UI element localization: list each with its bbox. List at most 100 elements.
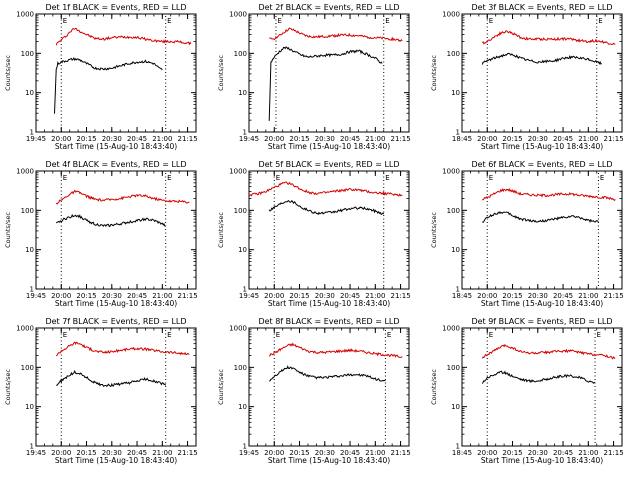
- y-tick-label: 1: [456, 443, 460, 451]
- x-tick-label: 19:45: [239, 449, 259, 457]
- x-tick-label: 19:45: [239, 292, 259, 300]
- y-tick-label: 1: [243, 286, 247, 294]
- x-tick-label: 20:15: [76, 292, 96, 300]
- plot-frame: [248, 170, 410, 290]
- y-tick-label: 10: [25, 246, 34, 254]
- x-tick-label: 21:15: [177, 449, 197, 457]
- lld-rate-series: [269, 27, 403, 42]
- y-tick-label: 1000: [442, 325, 460, 333]
- x-axis-label: Start Time (15-Aug-10 18:43:40): [481, 299, 603, 308]
- plot-frame: [461, 13, 623, 133]
- x-tick-label: 20:30: [102, 292, 122, 300]
- eclipse-marker-label: E: [167, 174, 171, 182]
- chart-title: Det 9f BLACK = Events, RED = LLD: [471, 317, 612, 326]
- events-rate-series: [268, 365, 386, 382]
- x-tick-label: 20:45: [127, 135, 147, 143]
- plot-frame: [35, 170, 197, 290]
- eclipse-marker-label: E: [489, 331, 493, 339]
- chart-panel-1: Det 1f BLACK = Events, RED = LLD 1 10 100 10…: [4, 3, 198, 151]
- plot-frame: [461, 170, 623, 290]
- y-tick-label: 1000: [16, 11, 34, 19]
- plot-frame: [248, 327, 410, 447]
- events-rate-series: [54, 57, 163, 114]
- x-tick-label: 20:30: [528, 292, 548, 300]
- eclipse-marker-label: E: [598, 17, 602, 25]
- y-tick-label: 10: [25, 403, 34, 411]
- plot-frame: [248, 13, 410, 133]
- x-tick-label: 18:45: [452, 292, 472, 300]
- y-tick-label: 1000: [229, 168, 247, 176]
- x-tick-label: 18:45: [452, 135, 472, 143]
- x-tick-label: 21:15: [603, 135, 623, 143]
- eclipse-marker-label: E: [597, 331, 601, 339]
- eclipse-marker-label: E: [600, 174, 604, 182]
- y-axis-label: Counts/sec: [217, 55, 225, 91]
- y-tick-label: 100: [21, 207, 34, 215]
- x-tick-label: 20:00: [264, 449, 284, 457]
- x-axis-label: Start Time (15-Aug-10 18:43:40): [481, 456, 603, 465]
- x-tick-label: 21:00: [152, 135, 172, 143]
- y-tick-label: 1000: [16, 325, 34, 333]
- chart-title: Det 5f BLACK = Events, RED = LLD: [258, 160, 399, 169]
- x-tick-label: 19:45: [26, 135, 46, 143]
- x-tick-label: 21:00: [578, 449, 598, 457]
- chart-title: Det 4f BLACK = Events, RED = LLD: [45, 160, 186, 169]
- events-rate-series: [268, 199, 385, 216]
- y-tick-label: 100: [234, 50, 247, 58]
- events-rate-series: [481, 52, 603, 65]
- x-tick-label: 21:15: [603, 449, 623, 457]
- y-tick-label: 100: [447, 50, 460, 58]
- x-tick-label: 20:30: [102, 449, 122, 457]
- eclipse-marker-label: E: [385, 174, 389, 182]
- eclipse-marker-label: E: [387, 331, 391, 339]
- x-tick-label: 20:00: [477, 292, 497, 300]
- chart-title: Det 8f BLACK = Events, RED = LLD: [258, 317, 399, 326]
- x-tick-label: 19:45: [26, 449, 46, 457]
- y-tick-label: 10: [451, 246, 460, 254]
- y-axis-label: Counts/sec: [4, 55, 12, 91]
- eclipse-marker-label: E: [489, 17, 493, 25]
- y-axis-label: Counts/sec: [4, 369, 12, 405]
- x-axis-label: Start Time (15-Aug-10 18:43:40): [55, 456, 177, 465]
- eclipse-marker-label: E: [276, 174, 280, 182]
- y-tick-label: 1: [243, 443, 247, 451]
- x-tick-label: 20:45: [553, 135, 573, 143]
- eclipse-marker-label: E: [277, 17, 281, 25]
- x-tick-label: 20:30: [315, 292, 335, 300]
- y-tick-label: 1: [456, 129, 460, 137]
- y-tick-label: 100: [21, 364, 34, 372]
- x-axis-label: Start Time (15-Aug-10 18:43:40): [481, 142, 603, 151]
- chart-panel-2: Det 2f BLACK = Events, RED = LLD 1 10 100 10…: [217, 3, 411, 151]
- x-tick-label: 21:15: [177, 135, 197, 143]
- plot-frame: [35, 327, 197, 447]
- x-tick-label: 21:15: [390, 449, 410, 457]
- x-axis-label: Start Time (15-Aug-10 18:43:40): [55, 299, 177, 308]
- y-tick-label: 1: [456, 286, 460, 294]
- x-tick-label: 20:00: [477, 449, 497, 457]
- x-tick-label: 20:00: [264, 292, 284, 300]
- x-tick-label: 20:45: [340, 449, 360, 457]
- y-tick-label: 10: [238, 403, 247, 411]
- events-rate-series: [268, 46, 383, 121]
- x-tick-label: 21:00: [365, 449, 385, 457]
- chart-title: Det 3f BLACK = Events, RED = LLD: [471, 3, 612, 12]
- eclipse-marker-label: E: [276, 331, 280, 339]
- x-tick-label: 20:00: [51, 292, 71, 300]
- y-tick-label: 1000: [442, 11, 460, 19]
- y-tick-label: 10: [451, 403, 460, 411]
- lld-rate-series: [55, 189, 190, 205]
- x-tick-label: 20:45: [127, 292, 147, 300]
- x-tick-label: 20:00: [264, 135, 284, 143]
- x-tick-label: 20:30: [102, 135, 122, 143]
- x-tick-label: 20:45: [340, 292, 360, 300]
- x-tick-label: 20:15: [289, 292, 309, 300]
- x-tick-label: 19:45: [26, 292, 46, 300]
- x-tick-label: 20:00: [477, 135, 497, 143]
- lld-rate-series: [482, 187, 616, 202]
- x-tick-label: 20:45: [340, 135, 360, 143]
- plot-frame: [461, 327, 623, 447]
- x-tick-label: 20:15: [76, 449, 96, 457]
- chart-panel-8: Det 8f BLACK = Events, RED = LLD 1 10 100 10…: [217, 317, 411, 465]
